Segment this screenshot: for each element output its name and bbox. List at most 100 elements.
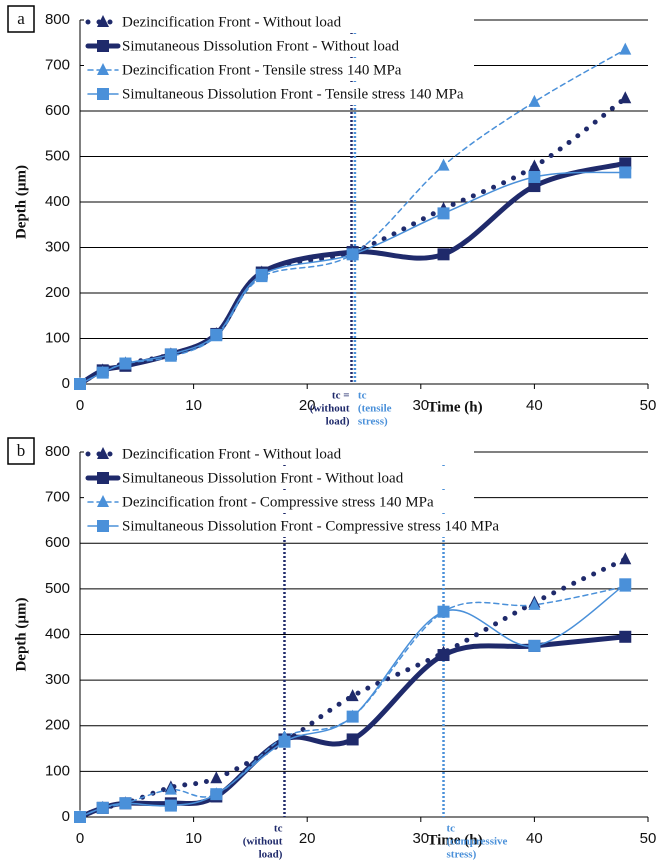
square-marker <box>619 630 632 643</box>
triangle-marker <box>619 552 632 565</box>
legend-marker <box>97 88 109 100</box>
threshold-label: stress) <box>358 416 388 428</box>
series-line <box>77 556 628 820</box>
square-marker <box>119 357 132 370</box>
legend-marker <box>97 472 109 484</box>
legend-label: Simultaneous Dissolution Front - Compres… <box>122 518 499 534</box>
legend-marker <box>97 520 109 532</box>
square-marker <box>437 207 450 220</box>
square-marker <box>437 605 450 618</box>
triangle-marker <box>210 771 223 784</box>
square-marker <box>437 649 450 662</box>
threshold-label: load) <box>259 849 283 861</box>
triangle-marker <box>528 597 541 610</box>
x-tick-label: 0 <box>76 830 84 847</box>
threshold-label: tc = <box>332 390 350 402</box>
threshold-label: stress) <box>447 849 477 861</box>
panel-label: a <box>17 9 25 28</box>
y-tick-label: 700 <box>45 56 70 73</box>
threshold-label: tc <box>447 823 456 835</box>
threshold-label: (without <box>310 403 350 415</box>
square-marker <box>164 348 177 361</box>
y-tick-label: 400 <box>45 625 70 642</box>
series-line <box>79 585 627 818</box>
x-axis-title: Time (h) <box>427 832 482 848</box>
legend-label: Dezincification Front - Without load <box>122 446 342 462</box>
legend-label: Dezincification front - Compressive stre… <box>122 494 434 510</box>
square-marker <box>528 639 541 652</box>
triangle-marker <box>528 94 541 107</box>
square-marker <box>96 801 109 814</box>
y-tick-label: 800 <box>45 11 70 28</box>
x-tick-label: 20 <box>299 397 316 414</box>
legend-label: Dezincification Front - Tensile stress 1… <box>122 62 402 78</box>
x-tick-label: 40 <box>526 830 543 847</box>
legend-bg <box>84 35 474 57</box>
triangle-marker <box>346 689 359 702</box>
square-marker <box>619 578 632 591</box>
y-tick-label: 100 <box>45 329 70 346</box>
panel-label-box <box>7 5 35 33</box>
legend-bg <box>84 59 474 81</box>
legend-bg <box>84 491 474 513</box>
y-tick-label: 500 <box>45 147 70 164</box>
square-marker <box>278 735 291 748</box>
y-tick-label: 700 <box>45 489 70 506</box>
panel-label: b <box>17 441 26 460</box>
legend-bg <box>84 11 474 33</box>
y-tick-label: 100 <box>45 762 70 779</box>
x-tick-label: 10 <box>185 830 202 847</box>
triangle-marker <box>619 42 632 55</box>
y-tick-label: 600 <box>45 534 70 551</box>
x-tick-label: 0 <box>76 397 84 414</box>
legend-label: Dezincification Front - Without load <box>122 14 342 30</box>
threshold-label: load) <box>326 416 350 428</box>
square-marker <box>96 366 109 379</box>
legend-marker <box>97 447 109 459</box>
y-axis-title: Depth (µm) <box>13 597 29 671</box>
y-tick-label: 300 <box>45 671 70 688</box>
x-axis-title: Time (h) <box>427 399 482 415</box>
legend-bg <box>84 467 474 489</box>
threshold-label: (tensile <box>358 403 392 415</box>
square-marker <box>437 248 450 261</box>
legend-label: Simultaneous Dissolution Front - Without… <box>122 470 404 486</box>
y-tick-label: 200 <box>45 717 70 734</box>
legend-marker <box>97 495 109 507</box>
y-tick-label: 400 <box>45 193 70 210</box>
legend-bg <box>84 515 474 537</box>
triangle-marker <box>528 159 541 172</box>
square-marker <box>346 733 359 746</box>
legend-marker <box>97 40 109 52</box>
y-tick-label: 800 <box>45 443 70 460</box>
y-tick-label: 200 <box>45 284 70 301</box>
x-tick-label: 30 <box>412 830 429 847</box>
square-marker <box>619 166 632 179</box>
square-marker <box>346 248 359 261</box>
legend-bg <box>84 443 474 465</box>
threshold-label: (without <box>243 836 283 848</box>
panel-label-box <box>7 437 35 465</box>
square-marker <box>119 797 132 810</box>
square-marker <box>346 710 359 723</box>
legend-label: Simutaneous Dissolution Front - Without … <box>122 38 400 54</box>
y-tick-label: 300 <box>45 238 70 255</box>
x-tick-label: 10 <box>185 397 202 414</box>
x-tick-label: 50 <box>640 397 657 414</box>
legend-bg <box>84 83 474 105</box>
threshold-label: tc <box>358 390 367 402</box>
triangle-marker <box>619 91 632 104</box>
square-marker <box>528 180 541 193</box>
square-marker <box>210 788 223 801</box>
square-marker <box>619 157 632 170</box>
square-marker <box>255 268 268 281</box>
square-marker <box>74 811 86 823</box>
x-tick-label: 30 <box>412 397 429 414</box>
triangle-marker <box>437 158 450 171</box>
x-tick-label: 50 <box>640 830 657 847</box>
y-tick-label: 600 <box>45 102 70 119</box>
square-marker <box>164 799 177 812</box>
square-marker <box>528 170 541 183</box>
square-marker <box>74 378 86 390</box>
